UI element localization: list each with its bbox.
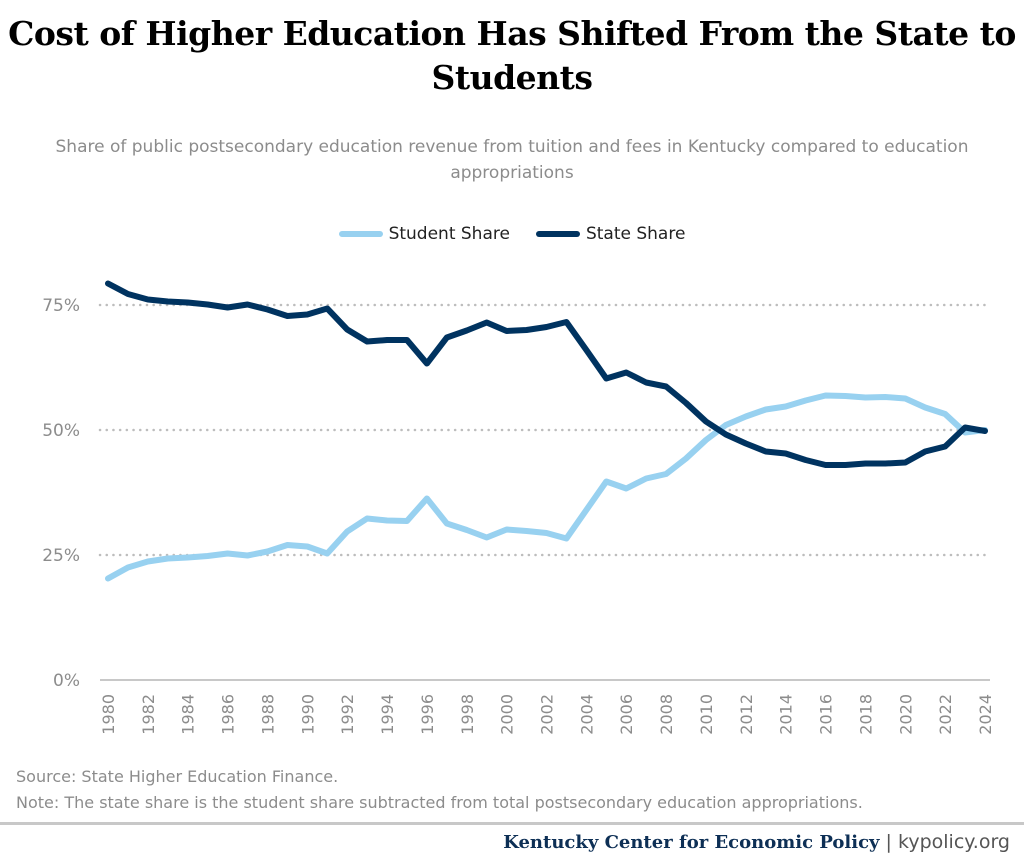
x-tick-label: 1986 bbox=[219, 694, 238, 735]
note-text: Note: The state share is the student sha… bbox=[16, 793, 863, 812]
footer-org-name: Kentucky Center for Economic Policy bbox=[503, 832, 880, 853]
student-share-line bbox=[105, 392, 988, 582]
x-tick-label: 2010 bbox=[697, 694, 716, 735]
legend-label-state-share: State Share bbox=[585, 224, 686, 244]
footer-separator: | bbox=[885, 831, 892, 853]
x-tick-label: 2022 bbox=[936, 694, 955, 735]
legend-label-student-share: Student Share bbox=[388, 224, 510, 244]
source-text: Source: State Higher Education Finance. bbox=[16, 767, 339, 786]
chart-subtitle: Share of public postsecondary education … bbox=[55, 137, 969, 183]
x-tick-label: 2012 bbox=[737, 694, 756, 735]
legend-item-state-share: State Share bbox=[535, 224, 686, 244]
x-tick-label: 2004 bbox=[577, 694, 596, 735]
x-tick-label: 2008 bbox=[657, 694, 676, 735]
x-tick-label: 1998 bbox=[458, 694, 477, 735]
source-notes: Source: State Higher Education Finance. … bbox=[16, 764, 863, 816]
x-tick-label: 2006 bbox=[617, 694, 636, 735]
legend: Student Share State Share bbox=[0, 224, 1024, 244]
y-tick-label: 75% bbox=[42, 296, 80, 316]
x-tick-label: 2018 bbox=[856, 694, 875, 735]
legend-swatch-state-share bbox=[535, 231, 580, 237]
state-share-line bbox=[105, 280, 988, 468]
x-tick-label: 2016 bbox=[817, 694, 836, 735]
x-tick-label: 1988 bbox=[258, 694, 277, 735]
footer-url[interactable]: kypolicy.org bbox=[898, 831, 1010, 853]
x-tick-label: 1992 bbox=[338, 694, 357, 735]
footer: Kentucky Center for Economic Policy | ky… bbox=[503, 831, 1010, 853]
chart-title: Cost of Higher Education Has Shifted Fro… bbox=[8, 14, 1016, 97]
x-tick-label: 2000 bbox=[498, 694, 517, 735]
y-tick-label: 0% bbox=[53, 671, 80, 691]
x-tick-label: 1982 bbox=[139, 694, 158, 735]
x-tick-label: 2014 bbox=[777, 694, 796, 735]
x-tick-label: 1990 bbox=[298, 694, 317, 735]
legend-swatch-student-share bbox=[338, 231, 383, 237]
x-tick-label: 2002 bbox=[538, 694, 557, 735]
x-tick-label: 2020 bbox=[896, 694, 915, 735]
x-tick-label: 1994 bbox=[378, 694, 397, 735]
x-tick-label: 1996 bbox=[418, 694, 437, 735]
footer-divider bbox=[0, 822, 1024, 825]
x-tick-label: 2024 bbox=[976, 694, 995, 735]
x-tick-label: 1980 bbox=[99, 694, 118, 735]
y-tick-label: 25% bbox=[42, 546, 80, 566]
legend-item-student-share: Student Share bbox=[338, 224, 510, 244]
x-tick-label: 1984 bbox=[179, 694, 198, 735]
y-tick-label: 50% bbox=[42, 421, 80, 441]
